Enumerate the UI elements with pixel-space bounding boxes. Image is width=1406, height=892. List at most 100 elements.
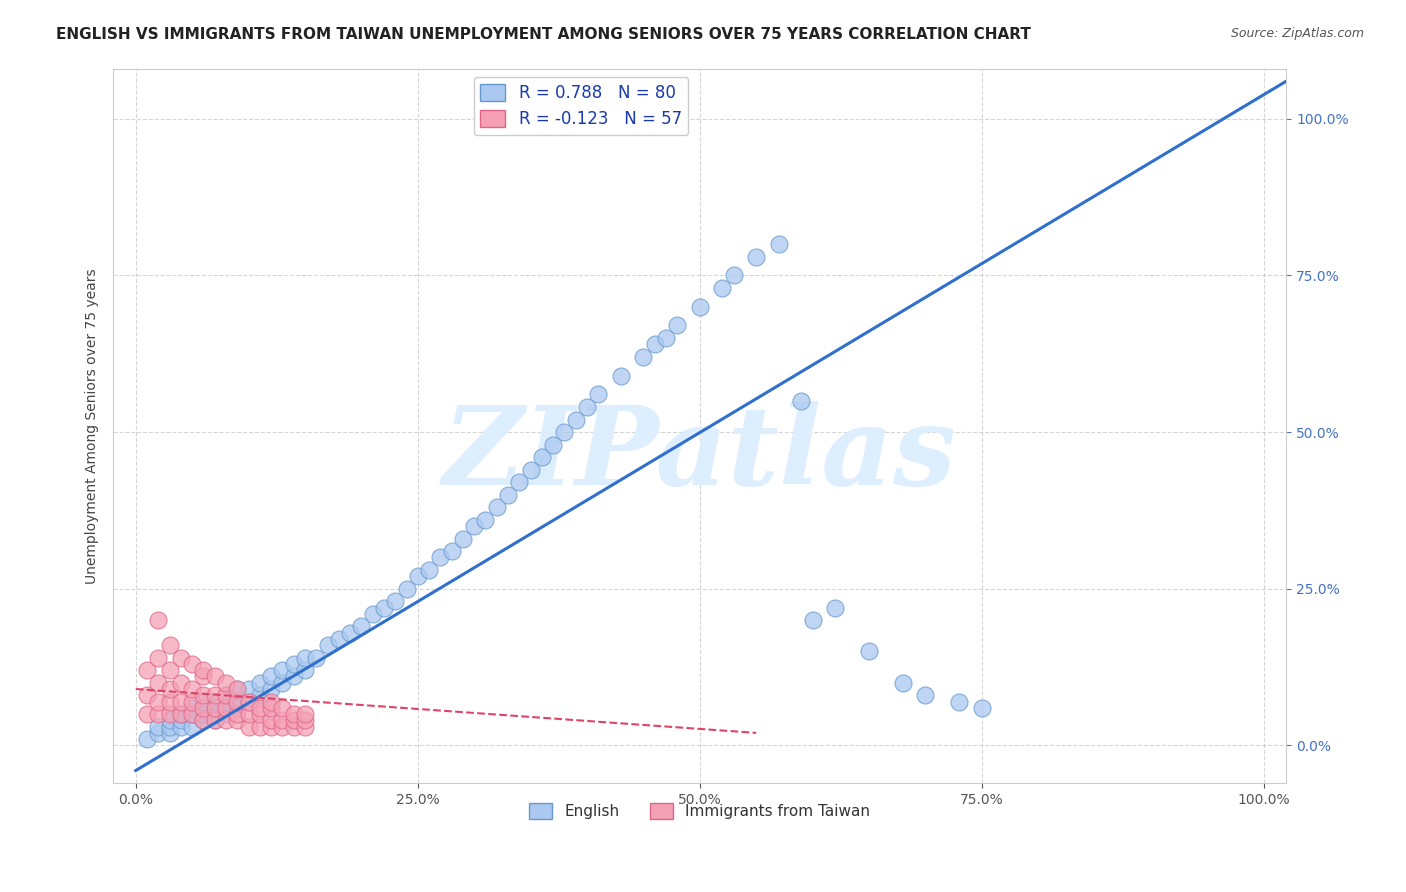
Point	[204, 669, 226, 683]
Text: ENGLISH VS IMMIGRANTS FROM TAIWAN UNEMPLOYMENT AMONG SENIORS OVER 75 YEARS CORRE: ENGLISH VS IMMIGRANTS FROM TAIWAN UNEMPL…	[56, 27, 1031, 42]
Point	[193, 707, 215, 722]
Point	[148, 650, 170, 665]
Point	[655, 331, 678, 345]
Point	[238, 695, 260, 709]
Point	[576, 400, 599, 414]
Point	[283, 720, 305, 734]
Point	[316, 638, 339, 652]
Point	[215, 688, 238, 702]
Point	[215, 688, 238, 702]
Point	[271, 675, 294, 690]
Point	[948, 695, 970, 709]
Point	[215, 695, 238, 709]
Point	[170, 707, 193, 722]
Point	[148, 675, 170, 690]
Point	[294, 663, 316, 677]
Point	[215, 707, 238, 722]
Point	[204, 701, 226, 715]
Point	[790, 393, 813, 408]
Point	[294, 720, 316, 734]
Point	[238, 695, 260, 709]
Point	[148, 720, 170, 734]
Point	[260, 701, 283, 715]
Point	[226, 701, 249, 715]
Point	[824, 600, 846, 615]
Point	[204, 714, 226, 728]
Point	[226, 695, 249, 709]
Point	[373, 600, 395, 615]
Point	[294, 707, 316, 722]
Point	[238, 707, 260, 722]
Point	[226, 681, 249, 696]
Point	[226, 681, 249, 696]
Point	[148, 726, 170, 740]
Point	[193, 688, 215, 702]
Point	[339, 625, 361, 640]
Point	[204, 701, 226, 715]
Point	[170, 720, 193, 734]
Point	[283, 669, 305, 683]
Point	[644, 337, 666, 351]
Point	[723, 268, 745, 283]
Point	[249, 720, 271, 734]
Point	[666, 318, 689, 333]
Point	[215, 701, 238, 715]
Point	[136, 688, 159, 702]
Point	[689, 300, 711, 314]
Point	[361, 607, 384, 621]
Point	[159, 695, 181, 709]
Point	[226, 714, 249, 728]
Point	[260, 720, 283, 734]
Legend: English, Immigrants from Taiwan: English, Immigrants from Taiwan	[523, 797, 876, 825]
Point	[136, 663, 159, 677]
Point	[294, 650, 316, 665]
Point	[215, 675, 238, 690]
Point	[249, 688, 271, 702]
Point	[159, 714, 181, 728]
Point	[633, 350, 655, 364]
Point	[384, 594, 406, 608]
Point	[711, 281, 734, 295]
Point	[260, 714, 283, 728]
Point	[406, 569, 429, 583]
Point	[181, 707, 204, 722]
Point	[159, 638, 181, 652]
Point	[159, 663, 181, 677]
Point	[271, 714, 294, 728]
Point	[181, 707, 204, 722]
Point	[541, 437, 564, 451]
Point	[260, 695, 283, 709]
Text: ZIPatlas: ZIPatlas	[443, 401, 956, 508]
Point	[204, 695, 226, 709]
Point	[159, 720, 181, 734]
Point	[170, 714, 193, 728]
Point	[193, 695, 215, 709]
Point	[204, 688, 226, 702]
Point	[530, 450, 553, 464]
Point	[181, 701, 204, 715]
Point	[170, 695, 193, 709]
Point	[801, 613, 824, 627]
Point	[474, 513, 496, 527]
Point	[238, 720, 260, 734]
Point	[181, 695, 204, 709]
Point	[204, 714, 226, 728]
Point	[148, 695, 170, 709]
Point	[159, 681, 181, 696]
Point	[193, 714, 215, 728]
Point	[485, 500, 508, 515]
Point	[891, 675, 914, 690]
Point	[496, 488, 519, 502]
Point	[181, 657, 204, 671]
Point	[136, 707, 159, 722]
Point	[440, 544, 463, 558]
Text: Source: ZipAtlas.com: Source: ZipAtlas.com	[1230, 27, 1364, 40]
Point	[193, 701, 215, 715]
Point	[294, 714, 316, 728]
Point	[170, 650, 193, 665]
Point	[148, 613, 170, 627]
Point	[283, 714, 305, 728]
Point	[350, 619, 373, 633]
Point	[610, 368, 633, 383]
Point	[305, 650, 328, 665]
